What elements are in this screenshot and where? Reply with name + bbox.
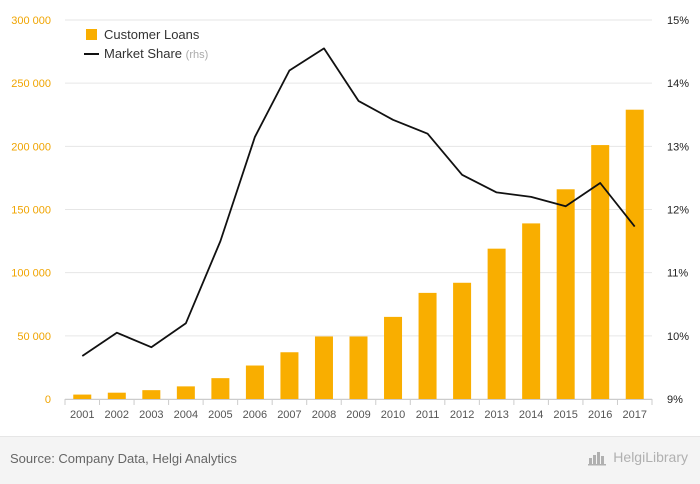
y-left-tick-label: 150 000 [11, 205, 51, 217]
y-left-tick-label: 100 000 [11, 268, 51, 280]
y-right-tick-label: 12% [667, 205, 689, 217]
market-share-series-line [81, 47, 636, 357]
x-tick-label: 2014 [519, 409, 543, 421]
x-tick-label: 2010 [381, 409, 405, 421]
bar [245, 365, 264, 399]
bar [73, 394, 92, 399]
bar [591, 145, 610, 399]
x-tick-label: 2001 [70, 409, 94, 421]
source-text: Source: Company Data, Helgi Analytics [10, 451, 237, 466]
bar [314, 336, 333, 399]
bar [349, 336, 368, 399]
x-tick-label: 2004 [174, 409, 198, 421]
x-tick-label: 2008 [312, 409, 336, 421]
y-right-tick-label: 14% [667, 78, 689, 90]
market-share-line [81, 47, 636, 357]
x-tick-label: 2002 [105, 409, 129, 421]
x-tick-label: 2007 [277, 409, 301, 421]
helgi-library-logo-icon [588, 452, 607, 466]
grid-lines [65, 19, 652, 400]
x-tick-label: 2015 [553, 409, 577, 421]
axes: 0 50 000 100 000 150 000 200 000 250 000 300 0… [11, 15, 689, 421]
y-right-tick-label: 10% [667, 331, 689, 343]
bar [107, 392, 126, 399]
legend-label-customer-loans: Customer Loans [104, 27, 200, 42]
legend: Customer Loans Market Share (rhs) [84, 27, 208, 61]
y-right-tick-label: 13% [667, 141, 689, 153]
x-tick-label: 2005 [208, 409, 232, 421]
y-right-tick-label: 9% [667, 394, 683, 406]
x-tick-label: 2009 [346, 409, 370, 421]
bars [73, 109, 644, 400]
brand-text: HelgiLibrary [613, 449, 688, 465]
x-tick-label: 2003 [139, 409, 163, 421]
x-tick-label: 2017 [622, 409, 646, 421]
x-tick-label: 2012 [450, 409, 474, 421]
legend-swatch-customer-loans [86, 29, 97, 40]
y-left-tick-label: 300 000 [11, 15, 51, 27]
bar [556, 189, 575, 399]
y-left-tick-label: 0 [45, 394, 51, 406]
bar [142, 390, 161, 399]
bar [487, 248, 506, 399]
footer: Source: Company Data, Helgi Analytics He… [0, 436, 700, 484]
bar [280, 352, 299, 399]
bar [625, 109, 644, 400]
chart-svg: 0 50 000 100 000 150 000 200 000 250 000 300 0… [11, 15, 689, 421]
bar [522, 223, 541, 399]
x-tick-label: 2006 [243, 409, 267, 421]
bar [453, 282, 472, 399]
legend-rhs-suffix: (rhs) [186, 49, 209, 61]
x-tick-label: 2013 [484, 409, 508, 421]
bar [176, 386, 195, 399]
y-right-tick-label: 15% [667, 15, 689, 27]
bar [418, 292, 437, 399]
x-tick-label: 2011 [416, 409, 440, 421]
y-left-tick-label: 200 000 [11, 141, 51, 153]
y-right-tick-label: 11% [667, 268, 688, 280]
y-left-tick-label: 50 000 [17, 331, 51, 343]
legend-label-market-share: Market Share (rhs) [104, 46, 208, 61]
brand-logo: HelgiLibrary [587, 448, 688, 466]
x-tick-label: 2016 [588, 409, 612, 421]
bar [211, 378, 230, 399]
y-left-tick-label: 250 000 [11, 78, 51, 90]
bar [384, 316, 403, 399]
